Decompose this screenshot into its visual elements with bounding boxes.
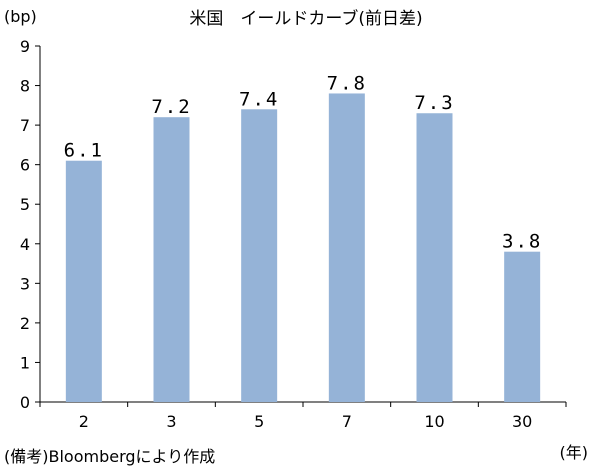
y-tick-label: 5 xyxy=(20,195,30,214)
data-label-30: 3.8 xyxy=(502,231,542,253)
data-label-3: 7.2 xyxy=(151,96,191,118)
x-tick-label-10: 10 xyxy=(424,412,444,431)
y-tick-label: 0 xyxy=(20,393,30,412)
bar-30 xyxy=(504,251,541,402)
x-tick-label-7: 7 xyxy=(342,412,352,431)
data-label-7: 7.8 xyxy=(327,72,367,94)
y-tick-label: 2 xyxy=(20,314,30,333)
x-tick-label-3: 3 xyxy=(166,412,176,431)
y-tick-label: 3 xyxy=(20,274,30,293)
bar-7 xyxy=(328,93,365,402)
y-tick-label: 6 xyxy=(20,156,30,175)
y-tick-label: 1 xyxy=(20,353,30,372)
y-tick-label: 4 xyxy=(20,235,30,254)
y-tick-label: 9 xyxy=(20,37,30,56)
x-tick-label-2: 2 xyxy=(79,412,89,431)
bar-5 xyxy=(241,109,278,403)
chart-title: 米国 イールドカーブ(前日差) xyxy=(189,8,422,29)
x-unit-label: (年) xyxy=(560,443,589,462)
bar-10 xyxy=(416,113,453,402)
y-tick-label: 7 xyxy=(20,116,30,135)
y-tick-label: 8 xyxy=(20,77,30,96)
source-note: (備考)Bloombergにより作成 xyxy=(4,447,215,466)
data-label-5: 7.4 xyxy=(239,88,279,110)
bar-3 xyxy=(153,117,190,402)
y-unit-label: (bp) xyxy=(4,7,37,26)
data-label-2: 6.1 xyxy=(64,140,104,162)
x-tick-label-5: 5 xyxy=(254,412,264,431)
x-tick-label-30: 30 xyxy=(512,412,532,431)
bar-2 xyxy=(65,160,102,402)
data-label-10: 7.3 xyxy=(414,92,454,114)
